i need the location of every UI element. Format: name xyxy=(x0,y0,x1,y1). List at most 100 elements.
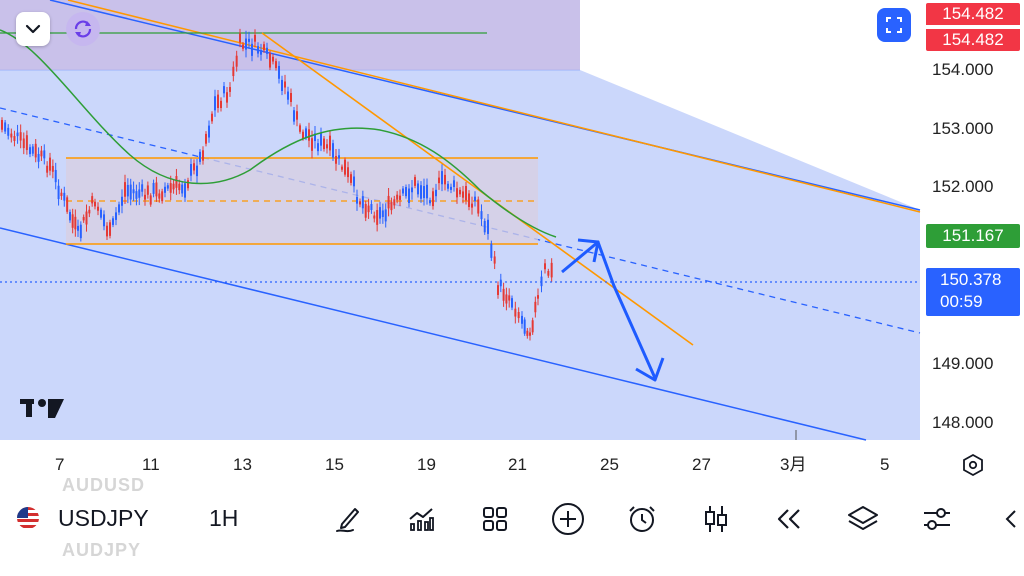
indicators-icon xyxy=(409,508,434,531)
candle-body xyxy=(19,132,22,141)
candle-body xyxy=(384,209,387,222)
scroll-left-button[interactable] xyxy=(998,499,1024,539)
alert-button[interactable] xyxy=(622,499,662,539)
candle-body xyxy=(196,165,198,177)
chart-canvas[interactable]: 154.000 153.000 152.000 149.000 148.000 … xyxy=(0,0,1024,490)
price-tick: 148.000 xyxy=(932,413,993,432)
collapse-button[interactable] xyxy=(16,12,50,46)
symbol-selector[interactable]: USDJPY xyxy=(16,503,149,533)
candle-body xyxy=(341,166,343,170)
chart-settings-button[interactable] xyxy=(958,450,988,480)
candle-body xyxy=(202,150,204,161)
indicators-button[interactable] xyxy=(401,499,441,539)
candle-body xyxy=(178,183,181,191)
candle-body xyxy=(356,196,358,204)
candle-body xyxy=(74,216,77,230)
channel-lower-line[interactable] xyxy=(0,227,867,441)
layers-button[interactable] xyxy=(843,499,883,539)
candle-body xyxy=(350,174,352,183)
time-tick: 27 xyxy=(692,455,711,474)
candle-body xyxy=(511,298,513,308)
candle-body xyxy=(429,200,431,204)
channel-upper-line[interactable] xyxy=(49,0,921,211)
candle-body xyxy=(118,204,120,213)
candle-body xyxy=(477,199,480,214)
candle-body xyxy=(474,196,476,202)
candle-body xyxy=(456,188,458,198)
replay-bar-button[interactable] xyxy=(769,499,809,539)
candle-body xyxy=(4,122,7,132)
candle-body xyxy=(426,184,428,199)
projection-path[interactable] xyxy=(561,240,657,379)
candle-body xyxy=(166,185,169,189)
candle-body xyxy=(40,150,43,157)
price-tick: 152.000 xyxy=(932,177,993,196)
candle-body xyxy=(184,183,186,198)
fullscreen-button[interactable] xyxy=(877,8,911,42)
candle-body xyxy=(126,184,129,197)
candle-body xyxy=(499,279,502,287)
layout-button[interactable] xyxy=(475,499,515,539)
candle-body xyxy=(49,157,51,171)
candle-body xyxy=(16,132,19,137)
candle-body xyxy=(361,196,364,209)
time-tick: 21 xyxy=(508,455,527,474)
candle-body xyxy=(359,201,361,205)
candle-body xyxy=(381,210,384,217)
candle-body xyxy=(60,192,63,196)
candle-body xyxy=(396,194,399,200)
candle-body xyxy=(367,205,370,213)
candle-body xyxy=(46,165,49,173)
candle-body xyxy=(399,195,401,200)
candle-body xyxy=(100,209,102,218)
candle-body xyxy=(82,216,85,221)
add-button[interactable] xyxy=(548,499,588,539)
candle-body xyxy=(69,212,71,221)
candle-body xyxy=(480,211,483,220)
candle-body xyxy=(164,186,166,193)
candle-body xyxy=(502,288,505,301)
grid-layout-icon xyxy=(483,507,507,531)
candle-body xyxy=(31,146,34,154)
candle-body xyxy=(447,183,449,189)
candle-body xyxy=(13,136,16,141)
time-tick: 15 xyxy=(325,455,344,474)
candle-body xyxy=(29,147,31,155)
interval-selector[interactable]: 1H xyxy=(209,505,239,531)
candle-body xyxy=(376,210,379,225)
channel-upper-orange-line[interactable] xyxy=(67,0,921,213)
candle-body xyxy=(66,197,69,212)
candle-body xyxy=(281,79,283,92)
orange-trendline[interactable] xyxy=(261,32,694,346)
candle-body xyxy=(251,43,253,56)
candle-body xyxy=(444,174,446,185)
chart-settings-bar-button[interactable] xyxy=(917,499,957,539)
sliders-icon xyxy=(924,508,950,530)
replay-button[interactable] xyxy=(66,12,100,46)
moving-average-line xyxy=(0,29,557,238)
candle-body xyxy=(57,185,60,200)
candle-body xyxy=(146,185,149,195)
candle-body xyxy=(223,86,225,94)
plus-circle-icon xyxy=(552,503,584,535)
time-tick: 7 xyxy=(55,455,64,474)
chevron-left-icon xyxy=(1005,510,1016,528)
candle-body xyxy=(370,204,373,211)
us-flag-icon xyxy=(17,507,39,529)
candle-body xyxy=(278,65,280,79)
candle-body xyxy=(169,183,172,193)
candle-body xyxy=(544,263,546,270)
candle-body xyxy=(275,61,277,69)
chart-type-button[interactable] xyxy=(696,499,736,539)
price-tag-bid: 154.482 xyxy=(926,3,1020,25)
candle-body xyxy=(531,320,534,333)
candle-body xyxy=(408,188,410,203)
rewind-icon xyxy=(777,509,800,529)
candle-body xyxy=(155,182,158,197)
candle-body xyxy=(293,110,295,122)
bar-countdown: 00:59 xyxy=(940,292,983,311)
candle-body xyxy=(97,206,99,211)
zone-overlap xyxy=(0,0,580,70)
candle-body xyxy=(497,285,499,295)
drawing-tool-button[interactable] xyxy=(328,499,368,539)
